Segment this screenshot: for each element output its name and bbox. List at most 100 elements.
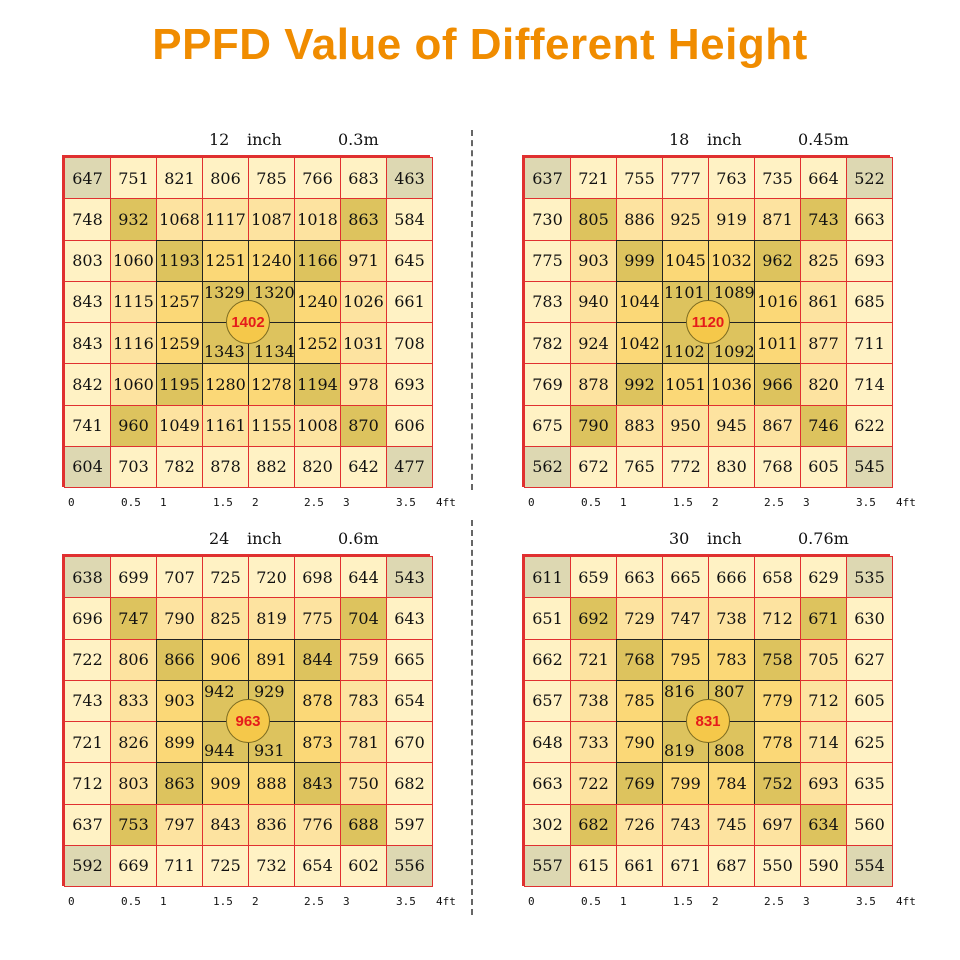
ppfd-cell: 658	[754, 556, 801, 599]
ppfd-cell: 790	[156, 597, 203, 640]
x-tick-label: 1.5	[673, 496, 693, 509]
height-meters: 0.76m	[798, 529, 849, 548]
ppfd-cell: 1115	[110, 280, 157, 323]
ppfd-cell: 1045	[662, 239, 709, 282]
ppfd-cell: 711	[156, 844, 203, 887]
x-tick-label: 1	[620, 895, 627, 908]
ppfd-cell: 878	[570, 363, 617, 406]
x-tick-label: 2	[252, 496, 259, 509]
ppfd-cell: 659	[570, 556, 617, 599]
x-tick-label: 0	[528, 895, 535, 908]
ppfd-cell: 738	[708, 597, 755, 640]
ppfd-cell: 611	[524, 556, 571, 599]
ppfd-cell: 654	[386, 679, 433, 722]
ppfd-cell: 1032	[708, 239, 755, 282]
x-tick-label: 2.5	[764, 895, 784, 908]
ppfd-cell: 627	[846, 638, 893, 681]
center-quadrant-value: 1329	[204, 282, 245, 302]
ppfd-cell: 861	[800, 280, 847, 323]
ppfd-cell: 1257	[156, 280, 203, 323]
ppfd-cell: 741	[64, 404, 111, 447]
ppfd-cell: 877	[800, 322, 847, 365]
ppfd-cell: 783	[340, 679, 387, 722]
ppfd-cell: 644	[340, 556, 387, 599]
ppfd-cell: 750	[340, 762, 387, 805]
x-tick-label: 4ft	[896, 895, 916, 908]
ppfd-cell: 755	[616, 157, 663, 200]
ppfd-cell: 769	[616, 762, 663, 805]
x-tick-label: 2.5	[304, 496, 324, 509]
ppfd-cell: 882	[248, 445, 295, 488]
ppfd-cell: 1116	[110, 322, 157, 365]
ppfd-cell: 782	[524, 322, 571, 365]
ppfd-cell: 602	[340, 844, 387, 887]
ppfd-cell: 777	[662, 157, 709, 200]
ppfd-cell: 605	[846, 679, 893, 722]
ppfd-cell: 732	[248, 844, 295, 887]
panel-height-label: 24 inch 0.6m	[4, 527, 454, 551]
ppfd-cell: 1166	[294, 239, 341, 282]
ppfd-cell: 725	[202, 844, 249, 887]
ppfd-cell: 1044	[616, 280, 663, 323]
ppfd-cell: 960	[110, 404, 157, 447]
ppfd-cell: 535	[846, 556, 893, 599]
ppfd-cell: 778	[754, 721, 801, 764]
center-ppfd-badge: 831	[686, 699, 730, 743]
x-tick-label: 3	[343, 895, 350, 908]
ppfd-cell: 645	[386, 239, 433, 282]
ppfd-cell: 776	[294, 803, 341, 846]
ppfd-cell: 693	[386, 363, 433, 406]
ppfd-cell: 748	[64, 198, 111, 241]
x-tick-label: 4ft	[436, 496, 456, 509]
ppfd-cell: 758	[754, 638, 801, 681]
ppfd-cell: 666	[708, 556, 755, 599]
ppfd-cell: 705	[800, 638, 847, 681]
ppfd-cell: 635	[846, 762, 893, 805]
ppfd-cell: 712	[64, 762, 111, 805]
ppfd-cell: 1018	[294, 198, 341, 241]
ppfd-cell: 592	[64, 844, 111, 887]
ppfd-cell: 675	[524, 404, 571, 447]
height-meters: 0.3m	[338, 130, 379, 149]
ppfd-cell: 722	[570, 762, 617, 805]
ppfd-cell: 714	[800, 721, 847, 764]
ppfd-cell: 753	[110, 803, 157, 846]
ppfd-cell: 886	[616, 198, 663, 241]
center-quadrant-value: 1092	[714, 342, 755, 361]
center-quadrant-value: 1089	[714, 282, 755, 302]
ppfd-cell: 1240	[294, 280, 341, 323]
ppfd-cell: 735	[754, 157, 801, 200]
x-tick-label: 0.5	[121, 895, 141, 908]
ppfd-cell: 637	[524, 157, 571, 200]
ppfd-cell: 842	[64, 363, 111, 406]
ppfd-cell: 672	[570, 445, 617, 488]
ppfd-cell: 843	[202, 803, 249, 846]
ppfd-cell: 924	[570, 322, 617, 365]
ppfd-cell: 803	[110, 762, 157, 805]
ppfd-cell: 899	[156, 721, 203, 764]
ppfd-cell: 945	[708, 404, 755, 447]
ppfd-cell: 697	[754, 803, 801, 846]
ppfd-cell: 477	[386, 445, 433, 488]
ppfd-cell: 962	[754, 239, 801, 282]
ppfd-grid: 647 751 821 806 785 766 683 463 748 932 1068 1117 10…	[62, 155, 433, 488]
x-tick-label: 4ft	[896, 496, 916, 509]
center-quadrant-value: 807	[714, 681, 745, 701]
ppfd-cell: 661	[386, 280, 433, 323]
ppfd-cell: 903	[156, 679, 203, 722]
ppfd-cell: 584	[386, 198, 433, 241]
ppfd-cell: 833	[110, 679, 157, 722]
x-tick-label: 0.5	[121, 496, 141, 509]
ppfd-cell: 805	[570, 198, 617, 241]
ppfd-cell: 663	[524, 762, 571, 805]
center-quadrant-value: 819	[664, 741, 695, 760]
x-tick-label: 1	[160, 895, 167, 908]
ppfd-cell: 1194	[294, 363, 341, 406]
vertical-divider-bottom	[471, 520, 473, 915]
center-quadrant-value: 808	[714, 741, 745, 760]
ppfd-cell: 663	[846, 198, 893, 241]
ppfd-cell: 693	[846, 239, 893, 282]
ppfd-cell: 843	[64, 322, 111, 365]
ppfd-cell: 1117	[202, 198, 249, 241]
ppfd-cell: 966	[754, 363, 801, 406]
